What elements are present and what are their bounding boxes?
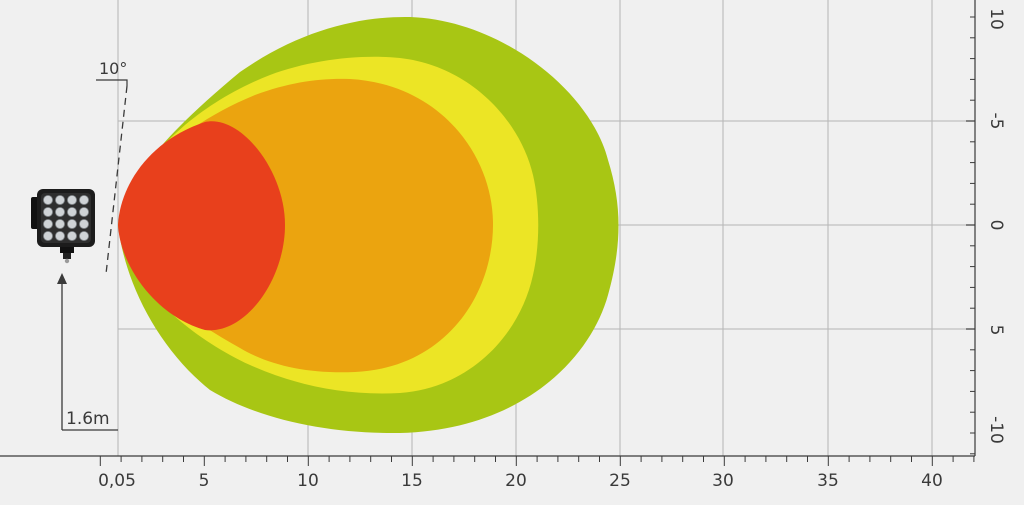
x-tick-label: 25 xyxy=(609,471,631,491)
x-tick-label: 30 xyxy=(712,471,734,491)
lamp-led xyxy=(43,207,53,217)
lamp-led xyxy=(79,195,89,205)
arrow-up-icon xyxy=(57,273,67,284)
lamp-led xyxy=(55,195,65,205)
x-axis: 0,05 5 10 15 20 25 30 35 40 xyxy=(0,455,975,491)
mounting-height-indicator: 1.6m xyxy=(57,273,118,431)
lamp-led xyxy=(55,231,65,241)
beam-zone-inner xyxy=(118,121,285,331)
lamp-led xyxy=(43,195,53,205)
y-tick-label: -10 xyxy=(986,416,1006,444)
x-tick-label: 10 xyxy=(297,471,319,491)
x-axis-minor-ticks xyxy=(99,456,975,466)
mounting-height-label: 1.6m xyxy=(66,409,110,429)
angle-bracket-line xyxy=(96,79,128,86)
y-axis-minor-ticks xyxy=(970,16,975,455)
y-tick-label: 5 xyxy=(986,325,1006,336)
x-tick-label: 15 xyxy=(401,471,423,491)
x-tick-label: 0,05 xyxy=(98,471,136,491)
lamp-led xyxy=(67,207,77,217)
lamp-led xyxy=(79,207,89,217)
lamp-led-grid xyxy=(43,195,89,241)
lamp-led xyxy=(43,231,53,241)
lamp-led xyxy=(67,219,77,229)
work-light-lamp-icon xyxy=(31,189,95,264)
x-tick-label: 35 xyxy=(817,471,839,491)
y-tick-label: 0 xyxy=(986,220,1006,231)
lamp-led xyxy=(55,219,65,229)
x-tick-label: 40 xyxy=(921,471,943,491)
y-axis: 10 -5 0 5 -10 xyxy=(966,0,1006,456)
x-tick-label: 5 xyxy=(199,471,210,491)
lamp-led xyxy=(55,207,65,217)
lamp-led xyxy=(43,219,53,229)
tilt-angle-annotation: 10° xyxy=(96,59,128,275)
lamp-led xyxy=(79,231,89,241)
x-tick-label: 20 xyxy=(505,471,527,491)
lamp-led xyxy=(67,231,77,241)
tilt-angle-label: 10° xyxy=(99,59,127,78)
y-tick-label: -5 xyxy=(986,113,1006,130)
tilt-dashed-line xyxy=(105,85,128,275)
lamp-led xyxy=(79,219,89,229)
y-tick-label: 10 xyxy=(986,8,1006,30)
lamp-led xyxy=(67,195,77,205)
